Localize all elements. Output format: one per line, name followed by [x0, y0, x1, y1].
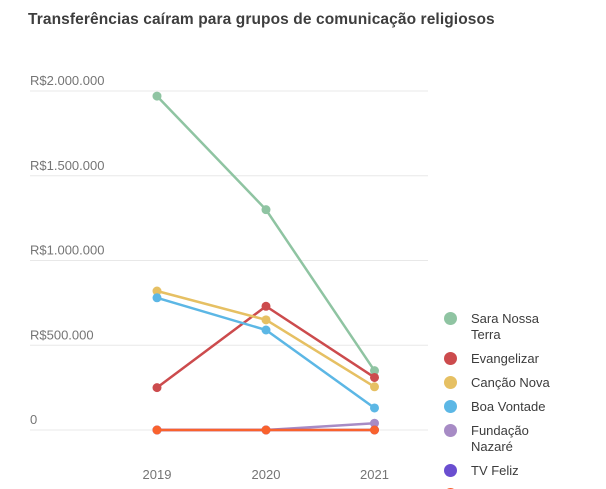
data-point	[370, 403, 379, 413]
y-tick-label: R$1.500.000	[30, 158, 104, 173]
data-point	[152, 293, 162, 303]
x-tick-label: 2020	[252, 467, 281, 482]
chart-legend: Sara Nossa Terra Evangelizar Canção Nova Bo…	[444, 311, 602, 489]
legend-label: Fundação Nazaré	[471, 423, 529, 454]
legend-label: Sara Nossa Terra	[471, 311, 539, 342]
legend-swatch-icon	[444, 312, 457, 325]
legend-swatch-icon	[444, 376, 457, 389]
legend-label: Evangelizar	[471, 351, 539, 366]
legend-item-evangelizar: Evangelizar	[444, 351, 602, 367]
legend-item-boa-vontade: Boa Vontade	[444, 399, 602, 415]
data-point	[370, 418, 379, 428]
data-point	[261, 205, 271, 215]
data-point	[152, 286, 162, 296]
legend-swatch-icon	[444, 400, 457, 413]
legend-item-can-o-nova: Canção Nova	[444, 375, 602, 391]
data-point	[261, 315, 271, 325]
x-tick-label: 2019	[143, 467, 172, 482]
data-point	[261, 425, 271, 435]
series-evangelizar	[152, 301, 379, 393]
series-mil-cia-da-imaculada	[152, 425, 379, 435]
legend-item-sara-nossa-terra: Sara Nossa Terra	[444, 311, 602, 343]
legend-label: Milícia da Imaculada	[471, 487, 566, 489]
y-tick-label: R$500.000	[30, 327, 94, 342]
legend-swatch-icon	[444, 424, 457, 437]
legend-label: Canção Nova	[471, 375, 550, 390]
y-tick-label: R$2.000.000	[30, 73, 104, 88]
data-point	[370, 372, 379, 382]
data-point	[261, 325, 271, 335]
data-point	[370, 366, 379, 376]
data-point	[370, 382, 379, 392]
legend-swatch-icon	[444, 352, 457, 365]
x-axis-labels: 2019 2020 2021	[143, 467, 389, 482]
data-point	[370, 425, 379, 435]
y-tick-label: 0	[30, 412, 37, 427]
y-tick-label: R$1.000.000	[30, 243, 104, 258]
series-line	[156, 296, 376, 409]
chart-title: Transferências caíram para grupos de com…	[28, 11, 495, 28]
legend-item-tv-feliz: TV Feliz	[444, 463, 602, 479]
x-tick-label: 2021	[360, 467, 389, 482]
data-point	[152, 91, 162, 101]
data-point	[261, 301, 271, 311]
legend-label: TV Feliz	[471, 463, 519, 478]
series-can-o-nova	[152, 286, 379, 392]
gridlines	[30, 90, 428, 431]
legend-item-funda-o-nazar-: Fundação Nazaré	[444, 423, 602, 455]
legend-label: Boa Vontade	[471, 399, 546, 414]
series-sara-nossa-terra	[152, 91, 379, 376]
data-point	[152, 425, 162, 435]
y-axis-labels: 0 R$500.000 R$1.000.000 R$1.500.000 R$2.000.…	[30, 73, 104, 427]
series-boa-vontade	[152, 293, 379, 413]
data-point	[152, 383, 162, 393]
legend-swatch-icon	[444, 464, 457, 477]
